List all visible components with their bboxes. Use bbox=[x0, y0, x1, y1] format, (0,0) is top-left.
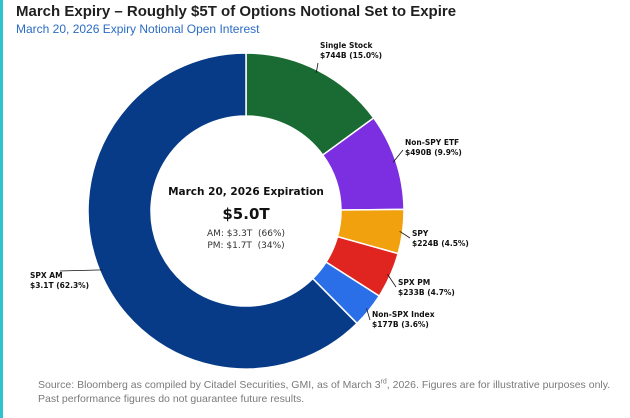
left-accent-border bbox=[0, 0, 3, 418]
label-leaders bbox=[59, 62, 411, 321]
source-text-end: , 2026. Figures are for illustrative pur… bbox=[38, 379, 611, 405]
donut-slices bbox=[87, 52, 405, 370]
leader-non-spx-index bbox=[366, 308, 371, 321]
slice-spx-am bbox=[87, 52, 359, 370]
leader-spy bbox=[399, 230, 411, 239]
center-total: $5.0T bbox=[222, 205, 270, 223]
center-annotation: March 20, 2026 Expiration $5.0T AM: $3.3… bbox=[168, 186, 324, 251]
label-name-spx-am: SPX AM bbox=[30, 271, 63, 280]
center-pm: PM: $1.7T (34%) bbox=[207, 241, 284, 251]
source-text-start: Source: Bloomberg as compiled by Citadel… bbox=[38, 379, 381, 391]
source-note: Source: Bloomberg as compiled by Citadel… bbox=[38, 378, 618, 406]
label-value-single-stock: $744B (15.0%) bbox=[320, 51, 382, 60]
label-value-spy: $224B (4.5%) bbox=[412, 239, 469, 248]
leader-spx-pm bbox=[387, 274, 397, 288]
label-name-non-spy-etf: Non-SPY ETF bbox=[405, 138, 459, 147]
label-name-non-spx-index: Non-SPX Index bbox=[372, 310, 435, 319]
label-value-non-spy-etf: $490B (9.9%) bbox=[405, 148, 462, 157]
source-superscript: rd bbox=[380, 378, 387, 386]
slice-labels: Single Stock$744B (15.0%) Non-SPY ETF$490… bbox=[30, 41, 469, 329]
leader-non-spy-etf bbox=[392, 149, 404, 163]
chart-title: March Expiry – Roughly $5T of Options No… bbox=[16, 3, 457, 20]
leader-single-stock bbox=[315, 62, 319, 73]
label-value-spx-pm: $233B (4.7%) bbox=[398, 288, 455, 297]
center-am: AM: $3.3T (66%) bbox=[207, 229, 285, 239]
label-name-spy: SPY bbox=[412, 229, 429, 238]
label-name-spx-pm: SPX PM bbox=[398, 278, 430, 287]
leader-spx-am bbox=[59, 269, 103, 272]
label-name-single-stock: Single Stock bbox=[320, 41, 374, 50]
center-heading: March 20, 2026 Expiration bbox=[168, 186, 324, 198]
chart-subtitle: March 20, 2026 Expiry Notional Open Inte… bbox=[16, 22, 260, 36]
label-value-non-spx-index: $177B (3.6%) bbox=[372, 320, 429, 329]
label-value-spx-am: $3.1T (62.3%) bbox=[30, 281, 89, 290]
